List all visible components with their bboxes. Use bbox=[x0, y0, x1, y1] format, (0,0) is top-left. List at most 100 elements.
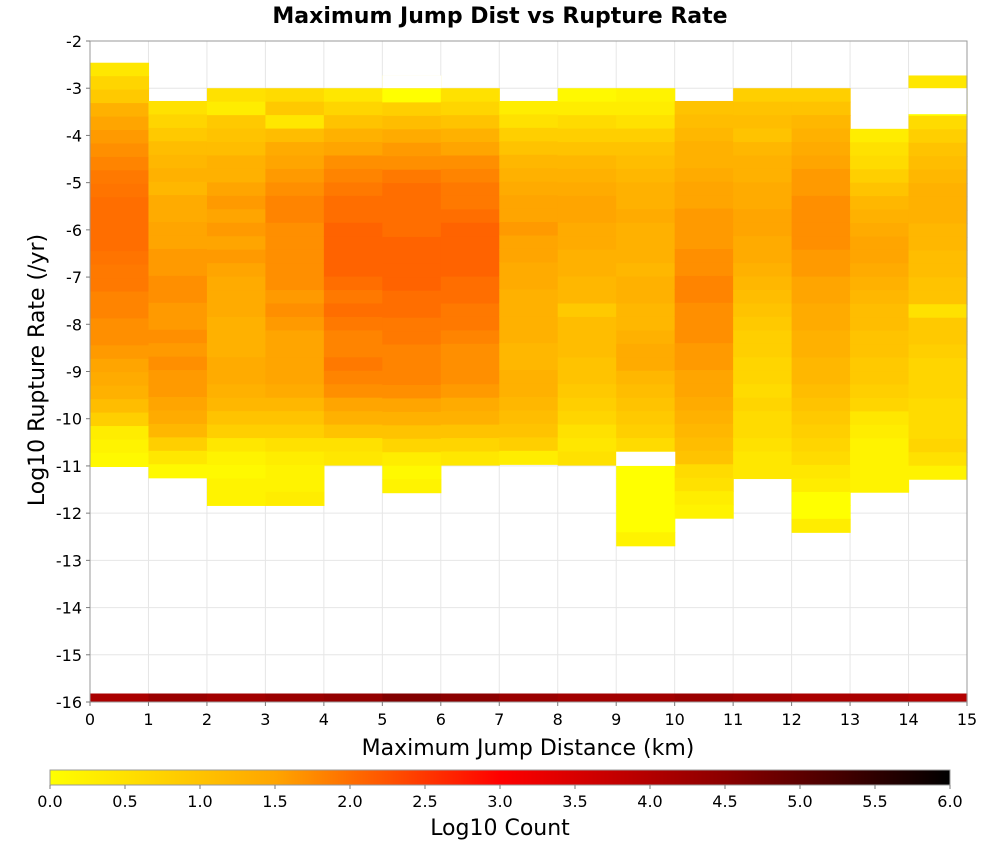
heatmap-cell bbox=[733, 263, 793, 278]
heatmap-cell bbox=[908, 115, 968, 130]
heatmap-cell bbox=[674, 222, 734, 237]
heatmap-cell bbox=[674, 181, 734, 196]
heatmap-cell bbox=[791, 343, 851, 358]
heatmap-cell bbox=[382, 304, 442, 319]
heatmap-cell bbox=[323, 303, 383, 318]
heatmap-cell bbox=[440, 343, 500, 358]
heatmap-cell bbox=[557, 316, 617, 332]
heatmap-cell bbox=[206, 316, 266, 332]
heatmap-cell bbox=[440, 249, 500, 264]
heatmap-cell bbox=[557, 128, 617, 143]
heatmap-cell bbox=[791, 316, 851, 332]
y-tick-label: -9 bbox=[66, 363, 82, 382]
heatmap-cell bbox=[499, 181, 559, 196]
heatmap-cell bbox=[908, 196, 968, 211]
heatmap-cell bbox=[733, 276, 793, 291]
heatmap-cell bbox=[90, 372, 150, 387]
heatmap-cell bbox=[557, 101, 617, 116]
heatmap-cell bbox=[206, 357, 266, 372]
heatmap-cell bbox=[850, 236, 910, 251]
heatmap-cell bbox=[674, 437, 734, 452]
heatmap-cell bbox=[90, 264, 150, 279]
heatmap-cell bbox=[850, 397, 910, 412]
colorbar-tick-label: 1.5 bbox=[262, 792, 287, 811]
heatmap-cell bbox=[90, 237, 150, 252]
heatmap-cell bbox=[850, 317, 910, 332]
heatmap-cell bbox=[382, 384, 442, 400]
heatmap-cell bbox=[499, 289, 559, 304]
heatmap-cell bbox=[733, 411, 793, 426]
heatmap-cell bbox=[616, 384, 676, 399]
heatmap-cell bbox=[850, 196, 910, 211]
heatmap-cell bbox=[440, 357, 500, 372]
heatmap-cell bbox=[557, 343, 617, 358]
y-tick-label: -15 bbox=[56, 646, 82, 665]
heatmap-cell bbox=[440, 384, 500, 399]
heatmap-cell bbox=[850, 290, 910, 305]
heatmap-cell bbox=[90, 452, 150, 468]
heatmap-cell bbox=[440, 182, 500, 197]
y-tick-label: -6 bbox=[66, 221, 82, 240]
heatmap-cell-bottom bbox=[323, 693, 383, 702]
heatmap-cell bbox=[206, 438, 266, 453]
heatmap-cell bbox=[90, 89, 150, 104]
heatmap-cell bbox=[90, 399, 150, 414]
heatmap-cell bbox=[440, 263, 500, 278]
heatmap-cell bbox=[499, 370, 559, 385]
x-tick-label: 13 bbox=[840, 710, 860, 729]
heatmap-cell bbox=[440, 316, 500, 332]
heatmap-cell bbox=[733, 249, 793, 264]
heatmap-cell bbox=[733, 424, 793, 439]
heatmap-cell bbox=[908, 371, 968, 386]
heatmap-cell bbox=[206, 451, 266, 466]
heatmap-cell bbox=[908, 331, 968, 346]
heatmap-cell bbox=[323, 330, 383, 345]
heatmap-cell bbox=[440, 330, 500, 345]
heatmap-cell bbox=[850, 465, 910, 480]
heatmap-cell bbox=[206, 182, 266, 197]
heatmap-cell bbox=[791, 370, 851, 385]
heatmap-cell bbox=[616, 195, 676, 210]
heatmap-cell bbox=[382, 277, 442, 292]
heatmap-cell bbox=[382, 331, 442, 346]
heatmap-cell bbox=[616, 276, 676, 291]
heatmap-cell bbox=[206, 263, 266, 278]
heatmap-cell bbox=[440, 195, 500, 210]
heatmap-cell bbox=[499, 114, 559, 129]
heatmap-cell bbox=[90, 76, 150, 91]
heatmap-cell bbox=[791, 195, 851, 210]
heatmap-cell bbox=[674, 343, 734, 358]
heatmap-cell bbox=[733, 168, 793, 184]
heatmap-cell bbox=[908, 169, 968, 184]
heatmap-cell bbox=[791, 491, 851, 506]
empty-bin bbox=[382, 75, 442, 89]
heatmap-cell bbox=[616, 101, 676, 116]
heatmap-cell bbox=[148, 141, 208, 156]
heatmap-cell bbox=[148, 289, 208, 304]
heatmap-cell bbox=[733, 115, 793, 130]
heatmap-cell bbox=[382, 169, 442, 184]
heatmap-cell bbox=[908, 210, 968, 225]
colorbar-tick-label: 2.0 bbox=[337, 792, 362, 811]
heatmap-cell bbox=[674, 410, 734, 425]
heatmap-cell bbox=[674, 235, 734, 250]
x-tick-label: 10 bbox=[664, 710, 684, 729]
heatmap-cell bbox=[382, 425, 442, 440]
x-tick-label: 14 bbox=[898, 710, 918, 729]
heatmap-cell bbox=[440, 168, 500, 184]
heatmap-cell bbox=[733, 330, 793, 345]
heatmap-cell bbox=[382, 250, 442, 265]
heatmap-cell bbox=[440, 438, 500, 453]
heatmap-cell-bottom bbox=[557, 693, 617, 702]
heatmap-cell bbox=[90, 278, 150, 293]
heatmap-cell bbox=[382, 411, 442, 426]
heatmap-cell bbox=[265, 236, 325, 251]
heatmap-cell bbox=[206, 478, 266, 493]
heatmap-cell bbox=[265, 155, 325, 170]
heatmap-cell bbox=[206, 343, 266, 358]
heatmap-cell bbox=[616, 343, 676, 358]
heatmap-cell bbox=[616, 370, 676, 385]
heatmap-cell bbox=[499, 302, 559, 317]
heatmap-cell bbox=[557, 88, 617, 103]
heatmap-cell bbox=[382, 115, 442, 130]
